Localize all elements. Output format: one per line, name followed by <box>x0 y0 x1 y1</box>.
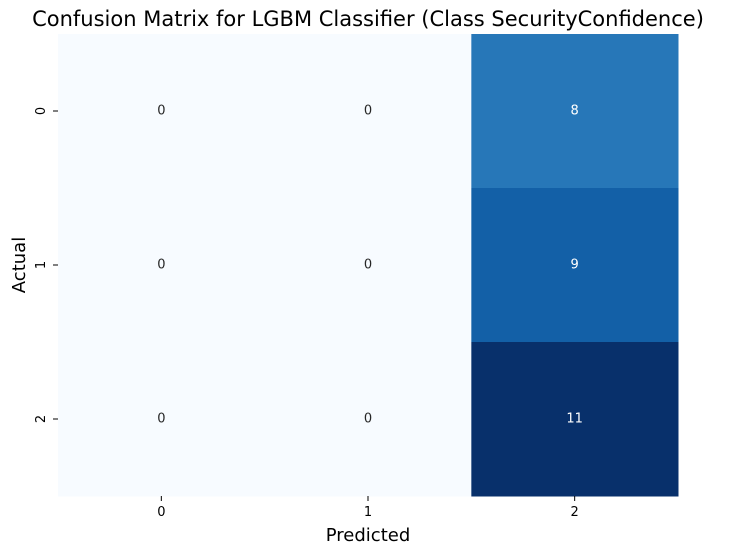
heatmap-cell-r0-c2 <box>471 34 679 189</box>
y-axis-ticks: 0 1 2 <box>34 107 58 423</box>
cell-value-r0-c1: 0 <box>364 104 372 119</box>
x-tick-label-2: 2 <box>571 505 579 520</box>
cell-value-r1-c1: 0 <box>364 258 372 273</box>
cell-value-r0-c0: 0 <box>157 104 165 119</box>
cell-value-r2-c0: 0 <box>157 412 165 427</box>
heatmap-cell-r0-c0 <box>58 34 266 189</box>
x-tick-label-1: 1 <box>364 505 372 520</box>
chart-title: Confusion Matrix for LGBM Classifier (Cl… <box>32 7 704 31</box>
x-tick-label-0: 0 <box>157 505 165 520</box>
cell-value-r1-c2: 9 <box>571 258 579 273</box>
cell-value-r2-c1: 0 <box>364 412 372 427</box>
heatmap-cell-r2-c2 <box>471 342 679 497</box>
heatmap-cell-r0-c1 <box>264 34 472 189</box>
cell-value-r0-c2: 8 <box>571 104 579 119</box>
x-axis-label: Predicted <box>326 525 411 546</box>
y-tick-label-0: 0 <box>34 107 49 115</box>
heatmap-cell-r2-c1 <box>264 342 472 497</box>
y-axis-label: Actual <box>9 237 30 293</box>
y-tick-label-1: 1 <box>34 261 49 269</box>
y-tick-label-2: 2 <box>34 415 49 423</box>
heatmap-cells <box>58 34 679 497</box>
x-axis-ticks: 0 1 2 <box>157 496 579 520</box>
heatmap-cell-r1-c1 <box>264 188 472 343</box>
heatmap-cell-r1-c0 <box>58 188 266 343</box>
cell-value-r1-c0: 0 <box>157 258 165 273</box>
cell-value-labels: 0 0 8 0 0 9 0 0 11 <box>157 104 583 427</box>
heatmap-cell-r2-c0 <box>58 342 266 497</box>
cell-value-r2-c2: 11 <box>566 412 583 427</box>
heatmap-cell-r1-c2 <box>471 188 679 343</box>
